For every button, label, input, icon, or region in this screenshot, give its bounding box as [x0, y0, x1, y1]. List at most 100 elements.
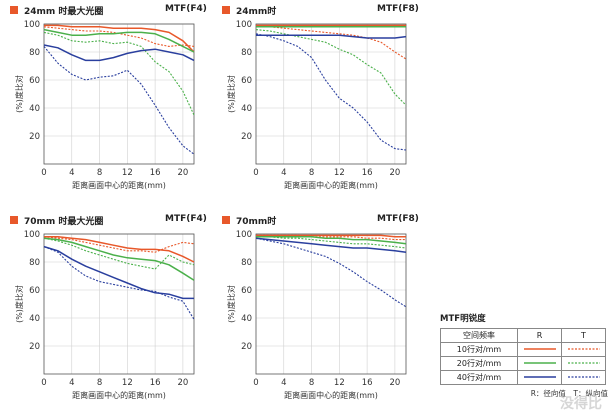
- legend-table: 空间频率 R T 10行对/mm 20行对/mm 40行对/mm: [440, 328, 606, 385]
- chart-title: 70mm 时最大光圈: [24, 217, 104, 227]
- y-tick-label: 40: [29, 314, 40, 324]
- chart-subtitle: MTF(F8): [377, 4, 419, 14]
- y-tick-label: 60: [29, 76, 40, 86]
- x-tick-label: 16: [150, 378, 161, 388]
- x-tick-label: 8: [97, 378, 102, 388]
- series-line-40-r: [256, 34, 407, 39]
- legend-swatch-40-t: [561, 370, 606, 385]
- series-line-10-r: [44, 24, 195, 53]
- y-tick-label: 60: [29, 286, 40, 296]
- mtf-chart-svg: 20 40 60 80 100 0 4 8 12 16 20 距离画面中心的距离(mm) (%)度比对: [14, 230, 195, 400]
- x-tick-label: 8: [309, 168, 314, 178]
- legend-swatch-40-r: [517, 370, 562, 385]
- x-tick-label: 12: [122, 378, 133, 388]
- chart-title: 24mm时: [236, 7, 277, 17]
- plot-frame: [255, 233, 407, 375]
- x-tick-label: 4: [69, 168, 74, 178]
- y-tick-label: 40: [241, 104, 252, 114]
- legend-label-40: 40行对/mm: [440, 370, 518, 385]
- legend-swatch-20-r: [517, 356, 562, 371]
- watermark: 没得比: [560, 396, 602, 412]
- panel-marker: [10, 6, 18, 14]
- legend-header-t: T: [561, 328, 606, 343]
- x-tick-label: 8: [309, 378, 314, 388]
- legend-row-10: 10行对/mm: [440, 342, 606, 357]
- legend-row-40: 40行对/mm: [440, 370, 606, 385]
- legend-label-10: 10行对/mm: [440, 342, 518, 357]
- legend-title: MTF明锐度: [440, 314, 486, 324]
- y-tick-label: 20: [29, 342, 40, 352]
- x-tick-label: 0: [253, 168, 258, 178]
- y-tick-label: 80: [241, 258, 252, 268]
- legend-header-row: 空间频率 R T: [440, 328, 606, 343]
- legend-label-20: 20行对/mm: [440, 356, 518, 371]
- series-line-40-r: [43, 44, 195, 62]
- x-tick-label: 0: [253, 378, 258, 388]
- legend-swatch-10-r: [517, 342, 562, 357]
- panel-marker: [10, 216, 18, 224]
- series-line-40-t: [255, 33, 407, 151]
- x-tick-label: 20: [177, 168, 188, 178]
- x-axis-label: 距离画面中心的距离(mm): [72, 390, 166, 400]
- y-tick-label: 80: [241, 48, 252, 58]
- plot-frame: [255, 23, 407, 165]
- series-line-40-t: [43, 46, 195, 155]
- x-tick-label: 16: [362, 168, 373, 178]
- series-line-20-r: [256, 236, 407, 245]
- legend-swatch-20-t: [561, 356, 606, 371]
- chart-title: 70mm时: [236, 217, 277, 227]
- series-line-10-t: [256, 26, 407, 60]
- x-tick-label: 12: [334, 168, 345, 178]
- x-tick-label: 12: [122, 168, 133, 178]
- y-tick-label: 40: [29, 104, 40, 114]
- x-tick-label: 20: [389, 168, 400, 178]
- series-line-40-r: [43, 245, 194, 300]
- series-line-40-r: [255, 237, 407, 253]
- mtf-legend: MTF明锐度 空间频率 R T 10行对/mm 20行对/mm 40行对/mm …: [440, 312, 608, 399]
- series-line-10-t: [256, 234, 406, 241]
- x-tick-label: 12: [334, 378, 345, 388]
- y-tick-label: 20: [241, 342, 252, 352]
- chart-panel-1: 24mm 时最大光圈 MTF(F4) 20 40 60 80 100 0 4 8 12 16 20 距…: [10, 4, 220, 204]
- y-tick-label: 20: [29, 132, 40, 142]
- chart-panel-4: 70mm时 MTF(F8) 20 40 60 80 100 0 4 8 12 16 20 距离画面中心…: [222, 214, 432, 414]
- plot-frame: [43, 23, 195, 165]
- x-tick-label: 20: [389, 378, 400, 388]
- series-line-20-t: [256, 236, 407, 249]
- panel-marker: [222, 216, 230, 224]
- chart-panel-3: 70mm 时最大光圈 MTF(F4) 20 40 60 80 100 0 4 8 12 16 20 距…: [10, 214, 220, 414]
- x-tick-label: 4: [281, 168, 286, 178]
- y-tick-label: 100: [236, 230, 252, 240]
- x-tick-label: 8: [97, 168, 102, 178]
- y-tick-label: 60: [241, 76, 252, 86]
- y-axis-label: (%)度比对: [226, 75, 236, 113]
- legend-header-r: R: [517, 328, 562, 343]
- chart-subtitle: MTF(F4): [165, 214, 207, 224]
- chart-subtitle: MTF(F4): [165, 4, 207, 14]
- y-tick-label: 80: [29, 258, 40, 268]
- legend-row-20: 20行对/mm: [440, 356, 606, 371]
- series-line-20-t: [43, 31, 195, 116]
- x-axis-label: 距离画面中心的距离(mm): [72, 180, 166, 190]
- plot-frame: [43, 233, 195, 375]
- x-axis-label: 距离画面中心的距离(mm): [284, 390, 378, 400]
- series-line-10-t: [43, 26, 195, 47]
- series-line-20-t: [43, 237, 195, 270]
- mtf-chart-svg: 20 40 60 80 100 0 4 8 12 16 20 距离画面中心的距离(mm) (%)度比对: [14, 20, 195, 190]
- mtf-chart-svg: 20 40 60 80 100 0 4 8 12 16 20 距离画面中心的距离(mm) (%)度比对: [226, 20, 407, 190]
- legend-note: R：径向值 T：纵向值: [530, 389, 608, 398]
- series-line-10-r: [44, 236, 195, 263]
- chart-title: 24mm 时最大光圈: [24, 7, 104, 17]
- chart-panel-2: 24mm时 MTF(F8) 20 40 60 80 100 0 4 8 12 16 20 距离画面中心…: [222, 4, 432, 204]
- series-line-40-t: [43, 246, 195, 320]
- x-tick-label: 4: [281, 378, 286, 388]
- y-tick-label: 100: [236, 20, 252, 30]
- y-axis-label: (%)度比对: [226, 285, 236, 323]
- y-tick-label: 40: [241, 314, 252, 324]
- series-line-40-t: [255, 237, 407, 308]
- series-line-20-t: [255, 29, 407, 106]
- x-tick-label: 4: [69, 378, 74, 388]
- y-tick-label: 20: [241, 132, 252, 142]
- y-axis-label: (%)度比对: [14, 285, 24, 323]
- legend-swatch-10-t: [561, 342, 606, 357]
